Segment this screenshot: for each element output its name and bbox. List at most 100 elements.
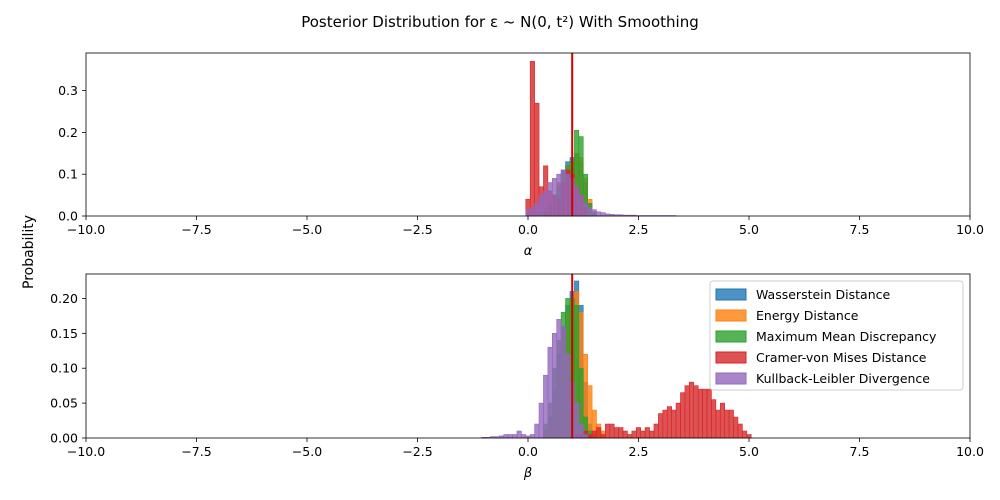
histogram-bar bbox=[525, 209, 531, 217]
x-tick-label: −7.5 bbox=[181, 222, 211, 237]
histogram-bar bbox=[529, 61, 535, 217]
histogram-bar bbox=[600, 212, 606, 217]
histogram-bar bbox=[521, 434, 527, 439]
histogram-bar bbox=[560, 169, 566, 217]
histogram-bar bbox=[746, 434, 752, 439]
histogram-bar bbox=[715, 409, 721, 439]
histogram-bar bbox=[596, 427, 602, 439]
figure-title: Posterior Distribution for ε ~ N(0, t²) … bbox=[301, 13, 699, 31]
x-tick-label: 10.0 bbox=[956, 222, 984, 237]
legend-label: Maximum Mean Discrepancy bbox=[756, 329, 937, 344]
x-tick-label: −7.5 bbox=[181, 444, 211, 459]
histogram-bar bbox=[587, 385, 593, 439]
x-tick-label: 7.5 bbox=[850, 222, 870, 237]
histogram-bar bbox=[582, 434, 588, 439]
histogram-bar bbox=[711, 399, 717, 439]
histogram-bar bbox=[534, 203, 540, 217]
histogram-bar bbox=[684, 385, 690, 439]
histogram-bar bbox=[605, 423, 611, 439]
histogram-bar bbox=[529, 207, 535, 217]
histogram-bar bbox=[516, 430, 522, 439]
histogram-bar bbox=[534, 102, 540, 217]
histogram-bar bbox=[574, 186, 580, 217]
histogram-bar bbox=[600, 434, 606, 439]
y-tick-label: 0.20 bbox=[50, 291, 78, 306]
histogram-bar bbox=[653, 423, 659, 439]
histogram-bar bbox=[547, 346, 553, 439]
histogram-bar bbox=[649, 430, 655, 439]
x-axis-label: β bbox=[523, 466, 532, 481]
histogram-bar bbox=[591, 209, 597, 217]
histogram-bar bbox=[737, 423, 743, 439]
histogram-bar bbox=[697, 388, 703, 439]
histogram-bar bbox=[658, 413, 664, 439]
histogram-bar bbox=[609, 423, 615, 439]
legend-swatch bbox=[715, 372, 747, 385]
histogram-bar bbox=[706, 388, 712, 439]
legend-label: Cramer-von Mises Distance bbox=[756, 350, 927, 365]
histogram-bar bbox=[640, 430, 646, 439]
histogram-bar bbox=[631, 430, 637, 439]
y-tick-label: 0.1 bbox=[58, 167, 78, 182]
histogram-bar bbox=[675, 402, 681, 439]
alpha-panel: −10.0 −7.5 −5.0 −2.5 0.0 2.5 5.0 7.5 10.0 0.0 0.1 0… bbox=[58, 52, 984, 259]
histogram-bar bbox=[591, 430, 597, 439]
histogram-bar bbox=[552, 333, 558, 439]
legend-label: Kullback-Leibler Divergence bbox=[756, 371, 930, 386]
histogram-bar bbox=[627, 434, 633, 439]
histogram-bar bbox=[728, 409, 734, 439]
histogram-bar bbox=[560, 326, 566, 439]
legend: Wasserstein Distance Energy Distance Maxim… bbox=[709, 280, 964, 391]
x-tick-label: −5.0 bbox=[292, 222, 322, 237]
legend-swatch bbox=[715, 330, 747, 343]
histogram-bar bbox=[538, 402, 544, 439]
legend-swatch bbox=[715, 309, 747, 322]
y-tick-label: 0.10 bbox=[50, 361, 78, 376]
histogram-bar bbox=[702, 388, 708, 439]
histogram-bar bbox=[719, 402, 725, 439]
histogram-bar bbox=[644, 427, 650, 439]
histogram-bar bbox=[733, 416, 739, 439]
histogram-series bbox=[574, 381, 752, 439]
x-axis-label: α bbox=[524, 244, 533, 259]
histogram-bar bbox=[574, 402, 580, 439]
x-tick-label: 0.0 bbox=[518, 444, 538, 459]
x-tick-label: −2.5 bbox=[402, 222, 432, 237]
x-tick-label: −10.0 bbox=[67, 444, 105, 459]
histogram-bar bbox=[662, 409, 668, 439]
histogram-bar bbox=[693, 385, 699, 439]
x-tick-label: −5.0 bbox=[292, 444, 322, 459]
beta-panel: −10.0 −7.5 −5.0 −2.5 0.0 2.5 5.0 7.5 10.0 0.00 0.0… bbox=[50, 273, 984, 481]
histogram-bar bbox=[724, 409, 730, 439]
x-tick-label: 5.0 bbox=[739, 222, 759, 237]
x-tick-label: 10.0 bbox=[956, 444, 984, 459]
histogram-bar bbox=[622, 430, 628, 439]
histogram-bar bbox=[671, 409, 677, 439]
histogram-bar bbox=[556, 173, 562, 217]
histogram-bar bbox=[666, 406, 672, 439]
x-tick-label: 2.5 bbox=[629, 444, 649, 459]
histogram-bar bbox=[618, 427, 624, 439]
histogram-bar bbox=[529, 434, 535, 439]
y-tick-label: 0.2 bbox=[58, 125, 78, 140]
y-tick-label: 0.15 bbox=[50, 326, 78, 341]
legend-label: Wasserstein Distance bbox=[756, 287, 891, 302]
histogram-bar bbox=[582, 203, 588, 217]
histogram-bar bbox=[552, 178, 558, 217]
y-tick-label: 0.05 bbox=[50, 396, 78, 411]
histogram-bar bbox=[578, 423, 584, 439]
histogram-bar bbox=[587, 434, 593, 439]
x-tick-label: 0.0 bbox=[518, 222, 538, 237]
x-tick-label: 7.5 bbox=[850, 444, 870, 459]
histogram-bar bbox=[538, 194, 544, 217]
histogram-bar bbox=[503, 434, 509, 439]
legend-swatch bbox=[715, 351, 747, 364]
legend-box bbox=[709, 280, 964, 391]
histogram-bar bbox=[543, 374, 549, 439]
histogram-bar bbox=[565, 173, 571, 217]
histogram-bar bbox=[578, 194, 584, 217]
histogram-bar bbox=[507, 434, 513, 439]
histogram-bar bbox=[742, 430, 748, 439]
histogram-bar bbox=[635, 427, 642, 439]
